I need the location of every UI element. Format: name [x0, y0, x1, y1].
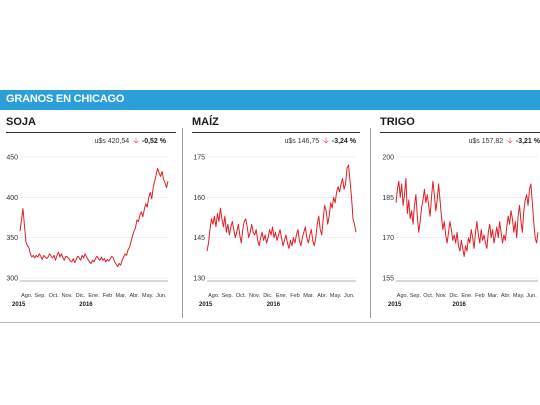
panel-title: TRIGO	[380, 116, 415, 128]
x-tick-label: Sep.	[410, 293, 422, 299]
panel-title: MAÍZ	[192, 116, 219, 128]
x-tick-label: Nov.	[436, 293, 447, 299]
panel-soja: SOJA u$s 420,54 🡣 -0,52 %	[6, 110, 176, 325]
y-tick-label: 400	[6, 195, 18, 202]
x-tick-label: Ene.	[461, 293, 473, 299]
x-tick-label: Abr.	[501, 293, 511, 299]
y-tick-label: 145	[193, 235, 205, 242]
x-tick-label: Ago.	[208, 293, 220, 299]
title-divider	[6, 132, 176, 133]
series-line	[19, 167, 169, 268]
year-label: 2016	[267, 302, 281, 308]
year-label: 2015	[12, 302, 26, 308]
x-tick-label: May.	[142, 293, 154, 299]
panel-divider	[182, 128, 183, 318]
x-tick-label: Jun.	[526, 293, 537, 299]
x-tick-label: May.	[513, 293, 525, 299]
price-summary: u$s 157,82 🡣 -3,21 %	[468, 135, 540, 149]
x-tick-label: Abr.	[129, 293, 139, 299]
header-banner: GRANOS EN CHICAGO	[0, 90, 540, 110]
x-tick-label: Sep.	[35, 293, 47, 299]
y-tick-label: 170	[382, 235, 394, 242]
y-tick-label: 155	[382, 276, 394, 283]
header-title: GRANOS EN CHICAGO	[6, 93, 125, 105]
arrow-down-icon: 🡣	[507, 136, 513, 145]
x-tick-label: Oct.	[49, 293, 60, 299]
y-tick-label: 130	[193, 276, 205, 283]
x-tick-label: Sep.	[222, 293, 234, 299]
x-tick-label: Mar.	[303, 293, 314, 299]
x-tick-label: Mar.	[116, 293, 127, 299]
price-summary: u$s 420,54 🡣 -0,52 %	[94, 135, 166, 149]
x-tick-label: Ago.	[397, 293, 409, 299]
arrow-down-icon: 🡣	[323, 136, 329, 145]
x-tick-label: Ago.	[21, 293, 33, 299]
title-divider	[380, 132, 540, 133]
y-tick-label: 200	[382, 155, 394, 162]
x-tick-label: Oct.	[423, 293, 434, 299]
price-value: u$s 157,82	[468, 138, 504, 145]
year-label: 2015	[199, 302, 213, 308]
panel-title: SOJA	[6, 116, 36, 128]
y-tick-label: 350	[6, 235, 18, 242]
y-tick-label: 300	[6, 276, 18, 283]
x-tick-label: Mar.	[487, 293, 498, 299]
x-tick-label: Feb	[103, 293, 112, 299]
x-tick-label: Jun.	[344, 293, 355, 299]
year-label: 2015	[388, 302, 402, 308]
y-tick-label: 175	[193, 155, 205, 162]
footer-rule	[0, 322, 540, 323]
arrow-down-icon: 🡣	[133, 136, 139, 145]
panel-maiz: MAÍZ u$s 146,75 🡣 -3,24 %	[192, 110, 360, 325]
x-tick-label: Nov.	[249, 293, 260, 299]
x-tick-label: Ene.	[88, 293, 100, 299]
x-tick-label: Abr.	[317, 293, 327, 299]
x-tick-label: Feb	[290, 293, 299, 299]
price-summary: u$s 146,75 🡣 -3,24 %	[284, 135, 356, 149]
price-change: -3,24 %	[331, 138, 356, 145]
price-change: -3,21 %	[515, 138, 540, 145]
y-tick-label: 185	[382, 195, 394, 202]
price-value: u$s 146,75	[284, 138, 320, 145]
y-tick-label: 450	[6, 155, 18, 162]
series-line	[206, 164, 357, 252]
panel-divider	[370, 128, 371, 318]
year-label: 2016	[79, 302, 93, 308]
x-tick-label: Ene.	[276, 293, 288, 299]
x-tick-label: May.	[330, 293, 342, 299]
x-tick-label: Dic.	[449, 293, 459, 299]
x-tick-label: Nov.	[62, 293, 73, 299]
x-tick-label: Jun.	[156, 293, 167, 299]
x-tick-label: Dic.	[263, 293, 273, 299]
title-divider	[192, 132, 360, 133]
x-tick-label: Feb	[475, 293, 484, 299]
x-tick-label: Dic.	[76, 293, 86, 299]
x-tick-label: Oct.	[236, 293, 247, 299]
panel-trigo: TRIGO u$s 157,82 🡣 -3,21 %	[380, 110, 540, 325]
year-label: 2016	[453, 302, 467, 308]
y-tick-label: 160	[193, 195, 205, 202]
price-value: u$s 420,54	[94, 138, 130, 145]
price-change: -0,52 %	[141, 138, 166, 145]
series-line	[395, 178, 539, 257]
